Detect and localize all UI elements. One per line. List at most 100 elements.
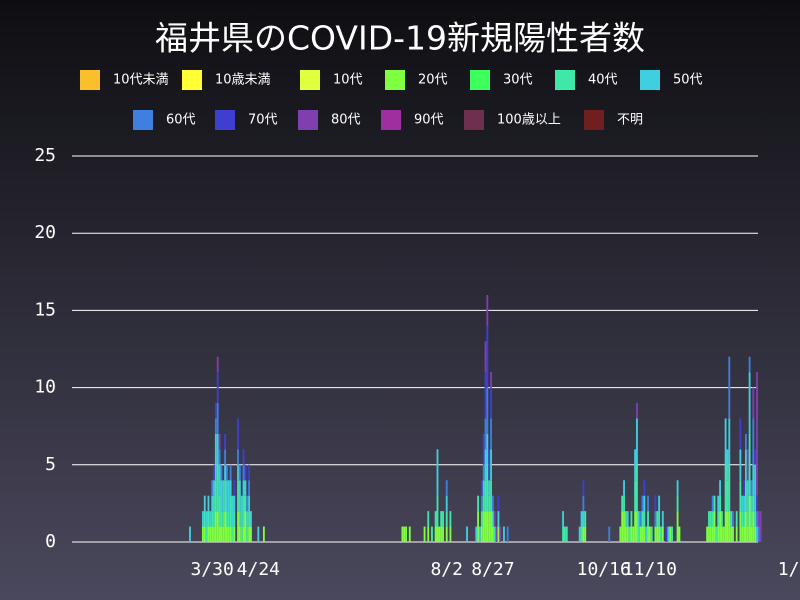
bar-segment xyxy=(238,464,241,481)
bar-segment xyxy=(250,526,252,542)
bars xyxy=(189,294,762,542)
bar-segment xyxy=(582,511,585,527)
bar-segment xyxy=(726,511,729,542)
bar-segment xyxy=(748,356,751,373)
legend-swatch xyxy=(298,110,318,130)
bar-segment xyxy=(209,526,212,542)
bar-segment xyxy=(739,418,742,450)
x-tick-label: 8/27 xyxy=(471,559,514,580)
bar-segment xyxy=(482,511,485,542)
bar-segment xyxy=(445,495,448,512)
legend-label: 40代 xyxy=(588,73,618,88)
bar-segment xyxy=(647,526,649,542)
bar-segment xyxy=(619,526,622,542)
x-tick-label: 10/16 xyxy=(577,559,631,580)
bar-segment xyxy=(224,449,227,465)
bar-segment xyxy=(488,511,491,542)
bar-segment xyxy=(669,526,672,542)
legend-label: 60代 xyxy=(166,113,196,128)
bar-segment xyxy=(634,449,637,481)
bar-segment xyxy=(639,526,642,542)
bar-segment xyxy=(741,511,744,527)
legend-swatch xyxy=(133,110,153,130)
bar-segment xyxy=(211,526,214,542)
bar-segment xyxy=(218,433,221,450)
bar-segment xyxy=(214,433,217,481)
bar-segment xyxy=(227,526,230,542)
bar-segment xyxy=(216,433,219,465)
bar-segment xyxy=(491,511,494,527)
bar-segment xyxy=(226,526,228,542)
bar-segment xyxy=(434,526,437,542)
bar-segment xyxy=(724,511,727,542)
bar-segment xyxy=(643,495,646,512)
legend-label: 10歳未満 xyxy=(215,73,271,88)
bar-segment xyxy=(623,511,625,542)
bar-segment xyxy=(661,526,664,542)
bar-segment xyxy=(746,526,749,542)
bar-segment xyxy=(711,511,714,527)
bar-segment xyxy=(423,526,426,542)
bar-segment xyxy=(563,526,566,542)
bar-segment xyxy=(497,495,500,512)
bar-segment xyxy=(709,511,712,527)
legend-swatch xyxy=(640,70,660,90)
bar-segment xyxy=(752,464,755,496)
bar-segment xyxy=(202,511,204,527)
bar-segment xyxy=(739,449,742,481)
bar-segment xyxy=(466,526,468,542)
bar-segment xyxy=(231,495,234,527)
bar-segment xyxy=(732,511,734,527)
legend-swatch xyxy=(555,70,575,90)
bar-segment xyxy=(224,464,227,481)
bar-segment xyxy=(218,495,221,527)
bar-segment xyxy=(484,418,487,450)
bar-segment xyxy=(482,433,485,465)
bar-segment xyxy=(626,511,629,527)
bar-segment xyxy=(720,526,723,542)
bar-segment xyxy=(658,495,661,512)
bar-segment xyxy=(203,495,206,512)
bar-segment xyxy=(739,511,742,542)
bar-segment xyxy=(486,433,489,465)
bar-segment xyxy=(667,526,670,542)
legend-label: 20代 xyxy=(418,73,448,88)
bar-segment xyxy=(744,511,747,542)
bar-segment xyxy=(479,526,481,542)
legend-label: 10代未満 xyxy=(113,73,169,88)
bar-segment xyxy=(220,511,223,527)
bar-segment xyxy=(636,511,638,542)
bar-segment xyxy=(242,449,245,465)
bar-segment xyxy=(645,526,648,542)
bar-segment xyxy=(480,526,483,542)
bar-segment xyxy=(713,495,716,512)
bar-segment xyxy=(746,480,749,512)
bar-segment xyxy=(744,480,747,512)
bar-segment xyxy=(724,464,727,512)
x-tick-label: 1/19 xyxy=(778,559,800,580)
bar-segment xyxy=(676,480,679,496)
bar-segment xyxy=(213,495,215,527)
bar-segment xyxy=(484,372,487,419)
bar-segment xyxy=(757,526,760,542)
legend-label: 10代 xyxy=(333,73,363,88)
bar-segment xyxy=(445,511,448,527)
bar-segment xyxy=(440,511,443,527)
bar-segment xyxy=(488,449,491,481)
bar-segment xyxy=(636,418,638,465)
bar-segment xyxy=(750,495,753,512)
legend-label: 100歳以上 xyxy=(497,113,561,128)
legend-swatch xyxy=(470,70,490,90)
bar-segment xyxy=(634,480,637,512)
bar-segment xyxy=(480,511,483,527)
bar-segment xyxy=(484,341,487,373)
bar-segment xyxy=(608,526,611,542)
bar-segment xyxy=(717,495,720,512)
bar-segment xyxy=(506,526,509,542)
bar-segment xyxy=(213,464,215,481)
bar-segment xyxy=(233,511,236,527)
bar-segment xyxy=(748,372,751,434)
bar-segment xyxy=(744,433,747,450)
bar-segment xyxy=(639,511,642,527)
bar-segment xyxy=(730,511,733,527)
